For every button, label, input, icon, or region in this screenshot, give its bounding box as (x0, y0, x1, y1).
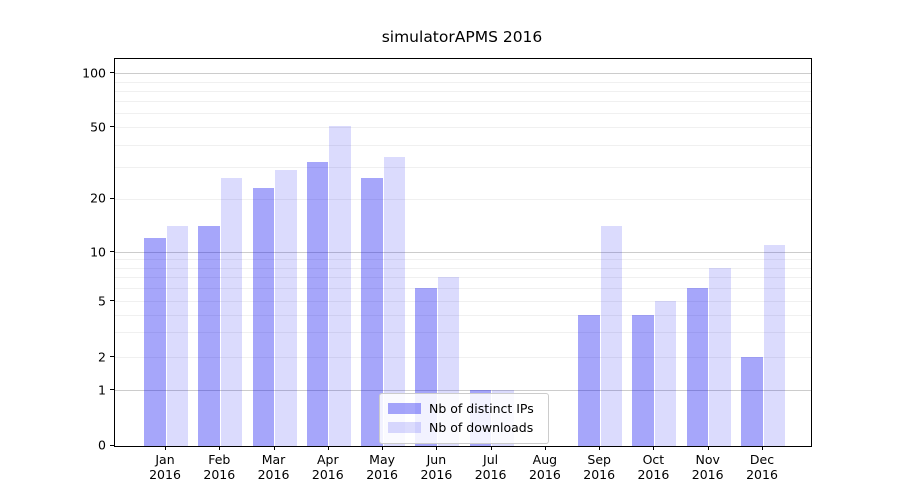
y-tick-mark-20 (110, 197, 114, 199)
x-tick-label-jan: Jan 2016 (149, 452, 181, 482)
y-tick-label-0: 0 (98, 437, 106, 453)
x-tick-mark-oct (653, 446, 655, 450)
y-tick-mark-5 (110, 300, 114, 301)
bar-downloads-mar (275, 169, 297, 446)
bar-downloads-sep (600, 226, 623, 446)
bar-ips-feb (198, 226, 220, 446)
gridline-y-80 (115, 90, 811, 92)
x-tick-mark-jul (490, 446, 492, 450)
gridline-y-60 (115, 112, 811, 114)
x-tick-mark-may (382, 446, 384, 450)
x-tick-label-dec: Dec 2016 (746, 452, 778, 482)
x-tick-mark-sep (599, 446, 601, 450)
bar-ips-mar (252, 187, 274, 446)
y-tick-mark-0 (110, 444, 114, 446)
x-tick-label-may: May 2016 (366, 452, 398, 482)
x-tick-mark-aug (544, 446, 546, 450)
gridline-y-8 (115, 267, 811, 269)
y-tick-label-20: 20 (90, 190, 106, 206)
x-tick-mark-jan (165, 446, 166, 450)
x-tick-mark-feb (219, 446, 221, 450)
y-tick-label-5: 5 (98, 293, 106, 308)
bar-ips-apr (306, 161, 329, 446)
x-tick-mark-apr (327, 446, 329, 450)
y-tick-label-10: 10 (90, 244, 106, 259)
x-tick-mark-nov (707, 446, 709, 450)
gridline-y-7 (115, 277, 811, 279)
x-tick-label-aug: Aug 2016 (528, 452, 561, 482)
bar-ips-dec (741, 357, 763, 446)
legend-swatch-downloads-icon (388, 422, 421, 433)
gridline-y-50 (115, 127, 811, 128)
gridline-y-20 (115, 198, 811, 200)
gridline-y-2 (115, 357, 811, 358)
y-tick-label-1: 1 (98, 382, 106, 397)
x-tick-label-jun: Jun 2016 (420, 452, 453, 482)
gridline-y-90 (115, 81, 811, 83)
bar-downloads-may (383, 157, 406, 446)
gridline-y-5 (115, 301, 811, 302)
x-tick-label-feb: Feb 2016 (203, 452, 236, 482)
gridline-y-4 (115, 314, 811, 316)
y-tick-mark-10 (110, 251, 114, 252)
y-tick-label-50: 50 (90, 119, 106, 134)
x-tick-label-oct: Oct 2016 (637, 452, 670, 482)
legend-swatch-distinct-ips-icon (388, 403, 421, 414)
y-tick-mark-50 (110, 126, 114, 127)
gridline-y-6 (115, 288, 811, 290)
legend: Nb of distinct IPs Nb of downloads (379, 393, 549, 444)
bar-ips-may (361, 178, 383, 446)
plot-area: Nb of distinct IPs Nb of downloads (114, 58, 812, 447)
gridline-y-3 (115, 332, 811, 334)
bar-ips-oct (632, 314, 654, 446)
x-tick-label-nov: Nov 2016 (691, 452, 724, 482)
bar-downloads-nov (709, 267, 731, 446)
bar-downloads-apr (329, 125, 351, 446)
gridline-y-100 (115, 73, 811, 75)
x-tick-label-jul: Jul 2016 (474, 452, 507, 482)
legend-item-distinct-ips: Nb of distinct IPs (388, 399, 540, 418)
bar-ips-jan (144, 238, 166, 446)
bar-downloads-feb (220, 178, 243, 446)
y-tick-mark-2 (110, 356, 114, 357)
gridline-y-10 (115, 252, 811, 253)
x-tick-mark-mar (273, 446, 275, 450)
legend-label-downloads: Nb of downloads (429, 420, 534, 435)
bar-downloads-dec (763, 244, 785, 446)
legend-item-downloads: Nb of downloads (388, 418, 540, 437)
y-tick-mark-1 (110, 389, 114, 390)
gridline-y-30 (115, 167, 811, 168)
chart-title: simulatorAPMS 2016 (381, 28, 543, 46)
y-tick-mark-100 (110, 72, 114, 74)
x-tick-label-sep: Sep 2016 (583, 452, 616, 482)
x-tick-label-mar: Mar 2016 (257, 452, 290, 482)
gridline-y-1 (115, 390, 811, 391)
legend-label-distinct-ips: Nb of distinct IPs (429, 401, 534, 416)
gridline-y-40 (115, 144, 811, 146)
bar-ips-sep (578, 314, 600, 446)
bar-ips-nov (686, 288, 709, 446)
x-tick-mark-dec (762, 446, 763, 450)
gridline-y-9 (115, 259, 811, 261)
y-tick-label-100: 100 (82, 65, 106, 81)
bar-downloads-oct (654, 301, 677, 446)
y-tick-label-2: 2 (98, 349, 106, 364)
x-tick-mark-jun (436, 446, 438, 450)
bar-downloads-jan (166, 226, 188, 446)
x-tick-label-apr: Apr 2016 (311, 452, 344, 482)
gridline-y-70 (115, 100, 811, 102)
